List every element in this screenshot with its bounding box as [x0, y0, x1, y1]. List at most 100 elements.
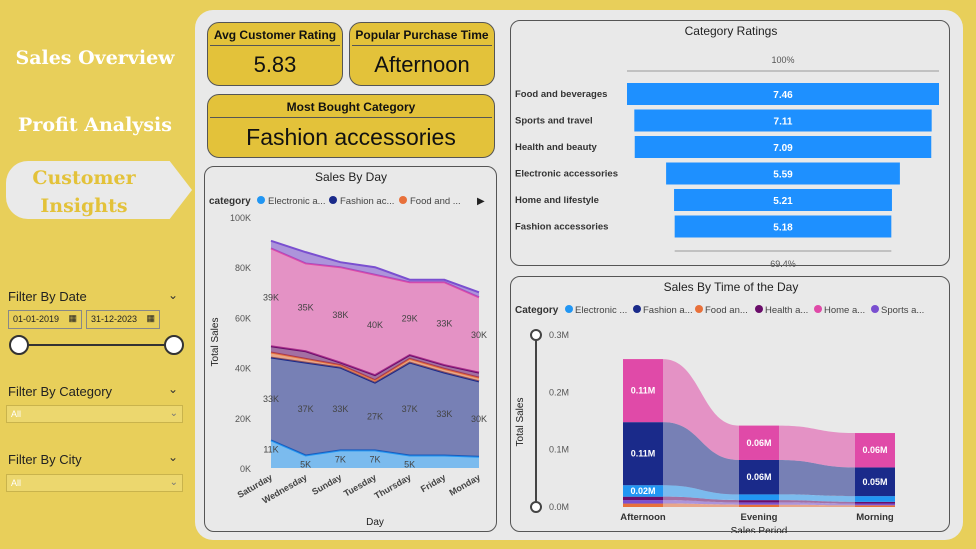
- y-axis-label: Total Sales: [515, 398, 526, 447]
- segment-food[interactable]: [623, 503, 663, 507]
- funnel-bar[interactable]: [674, 215, 892, 238]
- ribbon-food[interactable]: [663, 503, 739, 507]
- ribbon-fashion[interactable]: [779, 459, 855, 497]
- nav-profit-analysis[interactable]: Profit Analysis: [18, 114, 172, 136]
- segment-health[interactable]: [623, 496, 663, 501]
- ribbon-sports[interactable]: [779, 502, 855, 506]
- y-tick-label: 60K: [235, 313, 251, 323]
- date-start-value: 01-01-2019: [13, 314, 60, 324]
- date-start-input[interactable]: 01-01-2019 ▦: [8, 310, 82, 329]
- line-sports: [270, 239, 480, 294]
- filter-city-title: Filter By City: [8, 452, 82, 467]
- legend-entry[interactable]: Electronic a...: [268, 196, 326, 207]
- segment-food[interactable]: [855, 505, 895, 507]
- segment-fashion[interactable]: [623, 422, 663, 486]
- date-slider-end-handle[interactable]: [164, 335, 184, 355]
- legend-marker: [814, 305, 822, 313]
- legend-marker: [565, 305, 573, 313]
- area-home[interactable]: [271, 248, 479, 376]
- funnel-bar[interactable]: [634, 136, 932, 158]
- y-tick-label: 20K: [235, 414, 251, 424]
- zoom-slider-bottom-handle[interactable]: [530, 501, 542, 513]
- nav-customer-insights[interactable]: Customer Insights: [6, 161, 192, 219]
- ribbon-home[interactable]: [779, 425, 855, 468]
- funnel-bar-label: 7.46: [773, 90, 793, 101]
- data-label: 40K: [367, 320, 383, 330]
- ribbon-health[interactable]: [663, 496, 739, 503]
- legend-entry[interactable]: Fashion a...: [643, 305, 693, 316]
- legend-entry[interactable]: Food an...: [705, 305, 748, 316]
- y-tick-label: 100K: [230, 213, 251, 223]
- legend-entry[interactable]: Home a...: [824, 305, 865, 316]
- legend-marker: [257, 196, 265, 204]
- segment-food[interactable]: [739, 504, 779, 507]
- x-axis-label: Sales Period: [731, 526, 788, 533]
- segment-electronic[interactable]: [623, 485, 663, 497]
- funnel-bar-label: 7.11: [774, 117, 793, 128]
- data-label: 0.05M: [862, 477, 887, 487]
- data-label: 0.11M: [631, 449, 656, 459]
- segment-electronic[interactable]: [855, 496, 895, 502]
- segment-home[interactable]: [739, 425, 779, 460]
- segment-sports[interactable]: [623, 500, 663, 504]
- ribbon-electronic[interactable]: [779, 494, 855, 502]
- funnel-bar[interactable]: [674, 189, 892, 211]
- sidebar: Sales Overview Profit Analysis Customer …: [0, 0, 195, 549]
- legend-entry[interactable]: Fashion ac...: [340, 196, 394, 207]
- funnel-bar[interactable]: [666, 162, 900, 185]
- ribbon-sports[interactable]: [663, 500, 739, 505]
- data-label: 0.11M: [631, 386, 656, 396]
- ribbon-electronic[interactable]: [663, 485, 739, 501]
- chevron-down-icon[interactable]: ⌄: [168, 382, 179, 396]
- legend-next-icon[interactable]: ▶: [477, 196, 485, 207]
- funnel-bar[interactable]: [627, 83, 939, 105]
- segment-sports[interactable]: [739, 502, 779, 505]
- ribbon-fashion[interactable]: [663, 422, 739, 495]
- category-select-value: All: [11, 409, 22, 419]
- chart-title: Category Ratings: [685, 24, 778, 38]
- date-slider-track[interactable]: [18, 344, 175, 346]
- area-sports[interactable]: [271, 240, 479, 298]
- ribbon-health[interactable]: [779, 500, 855, 504]
- ribbon-home[interactable]: [663, 359, 739, 460]
- legend-entry[interactable]: Food and ...: [410, 196, 461, 207]
- y-tick-label: 0.1M: [549, 445, 569, 455]
- legend-entry[interactable]: Electronic ...: [575, 305, 627, 316]
- segment-home[interactable]: [855, 433, 895, 468]
- x-tick-label: Sunday: [310, 472, 343, 497]
- area-electronic[interactable]: [271, 440, 479, 468]
- data-label: 5K: [300, 459, 311, 469]
- segment-home[interactable]: [623, 359, 663, 423]
- y-tick-label: 40K: [235, 364, 251, 374]
- city-select[interactable]: All ⌄: [6, 474, 183, 492]
- segment-fashion[interactable]: [739, 459, 779, 495]
- funnel-category-label: Food and beverages: [515, 89, 607, 100]
- zoom-slider-top-handle[interactable]: [530, 329, 542, 341]
- legend-entry[interactable]: Health a...: [765, 305, 808, 316]
- calendar-icon[interactable]: ▦: [146, 313, 155, 323]
- city-select-value: All: [11, 478, 22, 488]
- date-slider-start-handle[interactable]: [9, 335, 29, 355]
- ribbon-food[interactable]: [779, 504, 855, 507]
- filter-date-title: Filter By Date: [8, 289, 87, 304]
- nav-sales-overview[interactable]: Sales Overview: [15, 47, 175, 69]
- segment-health[interactable]: [739, 500, 779, 503]
- legend-entry[interactable]: Sports a...: [881, 305, 924, 316]
- funnel-bar[interactable]: [634, 109, 932, 132]
- area-fashion[interactable]: [271, 357, 479, 457]
- data-label: 7K: [369, 454, 380, 464]
- y-tick-label: 80K: [235, 263, 251, 273]
- funnel-bar-label: 5.18: [773, 223, 793, 234]
- date-end-input[interactable]: 31-12-2023 ▦: [86, 310, 160, 329]
- segment-fashion[interactable]: [855, 467, 895, 497]
- chevron-down-icon[interactable]: ⌄: [168, 450, 179, 464]
- data-label: 33K: [332, 404, 348, 414]
- line-home: [270, 247, 480, 299]
- legend-marker: [695, 305, 703, 313]
- chevron-down-icon[interactable]: ⌄: [168, 288, 179, 302]
- segment-sports[interactable]: [855, 503, 895, 506]
- category-select[interactable]: All ⌄: [6, 405, 183, 423]
- calendar-icon[interactable]: ▦: [68, 313, 77, 323]
- segment-electronic[interactable]: [739, 494, 779, 501]
- segment-health[interactable]: [855, 501, 895, 504]
